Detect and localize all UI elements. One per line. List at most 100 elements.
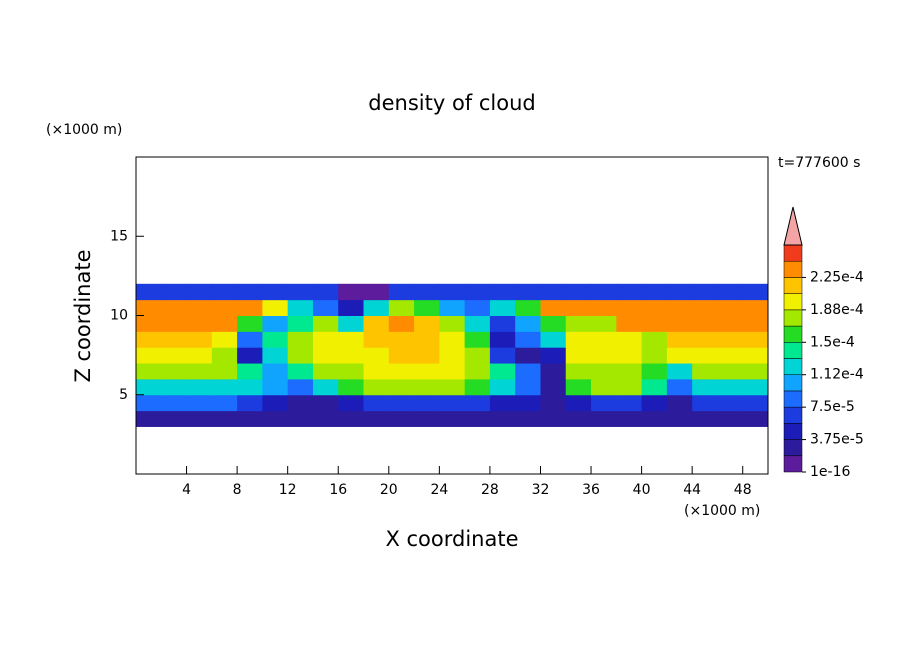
y-tick-label: 5 bbox=[119, 387, 128, 403]
density-cell bbox=[439, 315, 466, 332]
colorbar-label: 1.5e-4 bbox=[810, 334, 855, 350]
density-cell bbox=[742, 331, 769, 348]
density-cell bbox=[666, 299, 693, 316]
density-cell bbox=[338, 410, 365, 427]
density-cell bbox=[161, 347, 188, 364]
x-tick-label: 8 bbox=[233, 482, 242, 498]
x-tick-label: 12 bbox=[279, 482, 297, 498]
density-cell bbox=[692, 283, 718, 301]
density-cell bbox=[363, 363, 390, 380]
density-cell bbox=[666, 378, 693, 396]
density-cell bbox=[439, 410, 466, 427]
density-cell bbox=[540, 315, 567, 332]
colorbar-band bbox=[783, 423, 803, 440]
density-cell bbox=[161, 363, 188, 380]
density-cell bbox=[565, 363, 592, 380]
density-cell bbox=[312, 410, 339, 427]
density-cell bbox=[186, 394, 213, 412]
density-cell bbox=[211, 315, 238, 332]
density-cell bbox=[641, 378, 668, 396]
colorbar-label: 1e-16 bbox=[810, 464, 850, 480]
colorbar-band bbox=[783, 390, 803, 408]
density-cell bbox=[262, 347, 289, 364]
density-cell bbox=[565, 394, 592, 412]
y-axis-title: Z coordinate bbox=[71, 249, 95, 382]
colorbar-band bbox=[783, 374, 803, 392]
density-cell bbox=[717, 394, 744, 412]
density-cell bbox=[565, 315, 592, 332]
density-cell bbox=[338, 299, 365, 316]
density-cell bbox=[540, 363, 567, 380]
density-cell bbox=[565, 378, 592, 396]
density-cell bbox=[540, 331, 567, 348]
x-tick-label: 36 bbox=[582, 482, 600, 498]
density-cell bbox=[616, 410, 643, 427]
density-cell bbox=[211, 299, 238, 316]
density-cell bbox=[641, 347, 668, 364]
density-cell bbox=[666, 315, 693, 332]
colorbar-band bbox=[783, 325, 803, 343]
density-cell bbox=[211, 394, 238, 412]
density-cell bbox=[388, 394, 415, 412]
density-cell bbox=[414, 315, 440, 332]
density-cell bbox=[489, 299, 516, 316]
density-cell bbox=[439, 394, 466, 412]
density-cell bbox=[262, 378, 289, 396]
density-cell bbox=[489, 283, 516, 301]
density-cell bbox=[692, 378, 718, 396]
density-cell bbox=[388, 299, 415, 316]
density-cell bbox=[464, 299, 491, 316]
density-cell bbox=[287, 299, 314, 316]
colorbar-band bbox=[783, 406, 803, 424]
density-cell bbox=[237, 378, 263, 396]
density-cell bbox=[161, 315, 188, 332]
density-cell bbox=[591, 315, 617, 332]
density-cell bbox=[363, 331, 390, 348]
density-cell bbox=[287, 331, 314, 348]
density-cell bbox=[312, 347, 339, 364]
colorbar-band bbox=[783, 439, 803, 457]
density-cell bbox=[489, 331, 516, 348]
density-cell bbox=[591, 394, 617, 412]
density-cell bbox=[666, 331, 693, 348]
density-cell bbox=[616, 347, 643, 364]
density-cell bbox=[414, 363, 440, 380]
density-cell bbox=[717, 347, 744, 364]
density-cell bbox=[591, 347, 617, 364]
density-cell bbox=[591, 299, 617, 316]
density-cell bbox=[591, 283, 617, 301]
density-cell bbox=[565, 347, 592, 364]
x-tick-label: 44 bbox=[683, 482, 701, 498]
density-cell bbox=[489, 378, 516, 396]
colorbar-band bbox=[783, 455, 803, 473]
density-cell bbox=[211, 283, 238, 301]
density-cell bbox=[717, 410, 744, 427]
colorbar-band bbox=[783, 260, 803, 278]
density-cell bbox=[540, 283, 567, 301]
density-cell bbox=[742, 315, 769, 332]
density-cell bbox=[565, 410, 592, 427]
density-cell bbox=[211, 410, 238, 427]
density-cell bbox=[136, 283, 162, 301]
density-cell bbox=[464, 331, 491, 348]
density-cell bbox=[439, 331, 466, 348]
density-cell bbox=[363, 315, 390, 332]
density-cell bbox=[388, 315, 415, 332]
density-cell bbox=[237, 331, 263, 348]
density-cell bbox=[641, 315, 668, 332]
colorbar-extend bbox=[783, 206, 803, 246]
density-cell bbox=[414, 283, 440, 301]
density-cell bbox=[186, 410, 213, 427]
density-cell bbox=[363, 347, 390, 364]
density-cell bbox=[742, 410, 769, 427]
density-cell bbox=[641, 363, 668, 380]
density-cell bbox=[287, 363, 314, 380]
density-cell bbox=[161, 394, 188, 412]
x-tick-label: 48 bbox=[734, 482, 752, 498]
density-cell bbox=[211, 363, 238, 380]
density-cell bbox=[338, 283, 365, 301]
density-cell bbox=[136, 363, 162, 380]
density-cell bbox=[414, 410, 440, 427]
x-tick-label: 28 bbox=[481, 482, 499, 498]
density-cell bbox=[616, 299, 643, 316]
